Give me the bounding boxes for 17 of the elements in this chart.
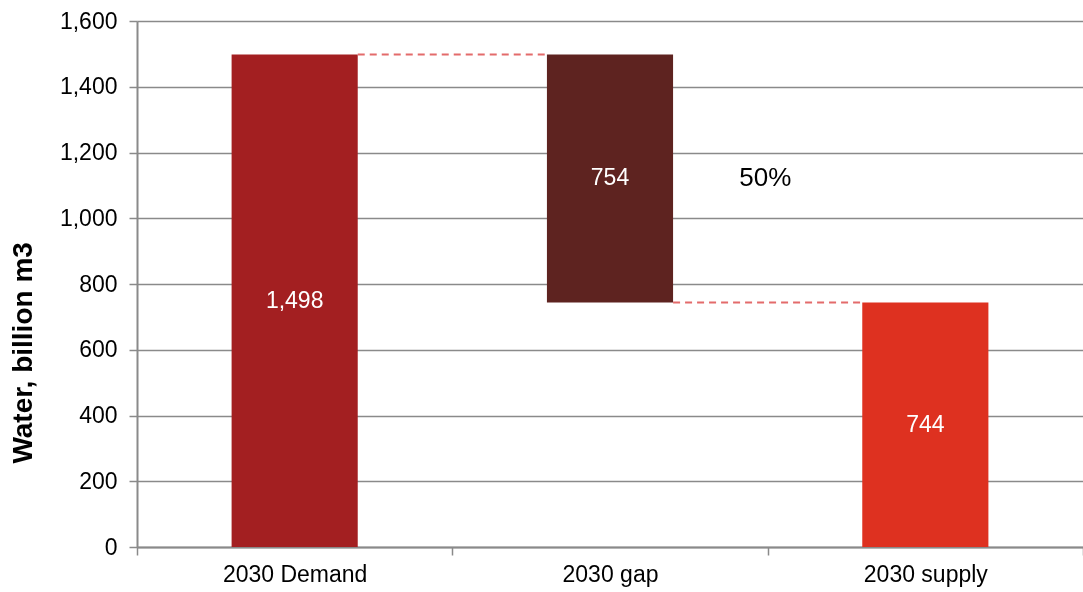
data-label: 744 bbox=[906, 410, 945, 437]
y-tick-label: 1,600 bbox=[59, 7, 118, 34]
y-tick-label: 400 bbox=[79, 402, 118, 428]
annotation: 50% bbox=[739, 162, 792, 193]
x-tick-label: 2030 Demand bbox=[222, 560, 368, 587]
y-tick-label: 0 bbox=[104, 533, 118, 560]
x-tick-label: 2030 supply bbox=[863, 560, 989, 587]
y-tick-label: 1,000 bbox=[59, 204, 118, 231]
y-tick-label: 800 bbox=[79, 270, 118, 297]
y-tick-label: 200 bbox=[79, 467, 118, 494]
y-axis-title: Water, billion m3 bbox=[6, 242, 38, 464]
y-tick-label: 1,400 bbox=[59, 73, 118, 100]
data-label: 754 bbox=[590, 164, 630, 191]
x-tick-label: 2030 gap bbox=[562, 560, 659, 587]
y-tick-label: 600 bbox=[79, 336, 118, 363]
y-tick-label: 1,200 bbox=[59, 139, 118, 165]
data-label: 1,498 bbox=[265, 286, 324, 313]
